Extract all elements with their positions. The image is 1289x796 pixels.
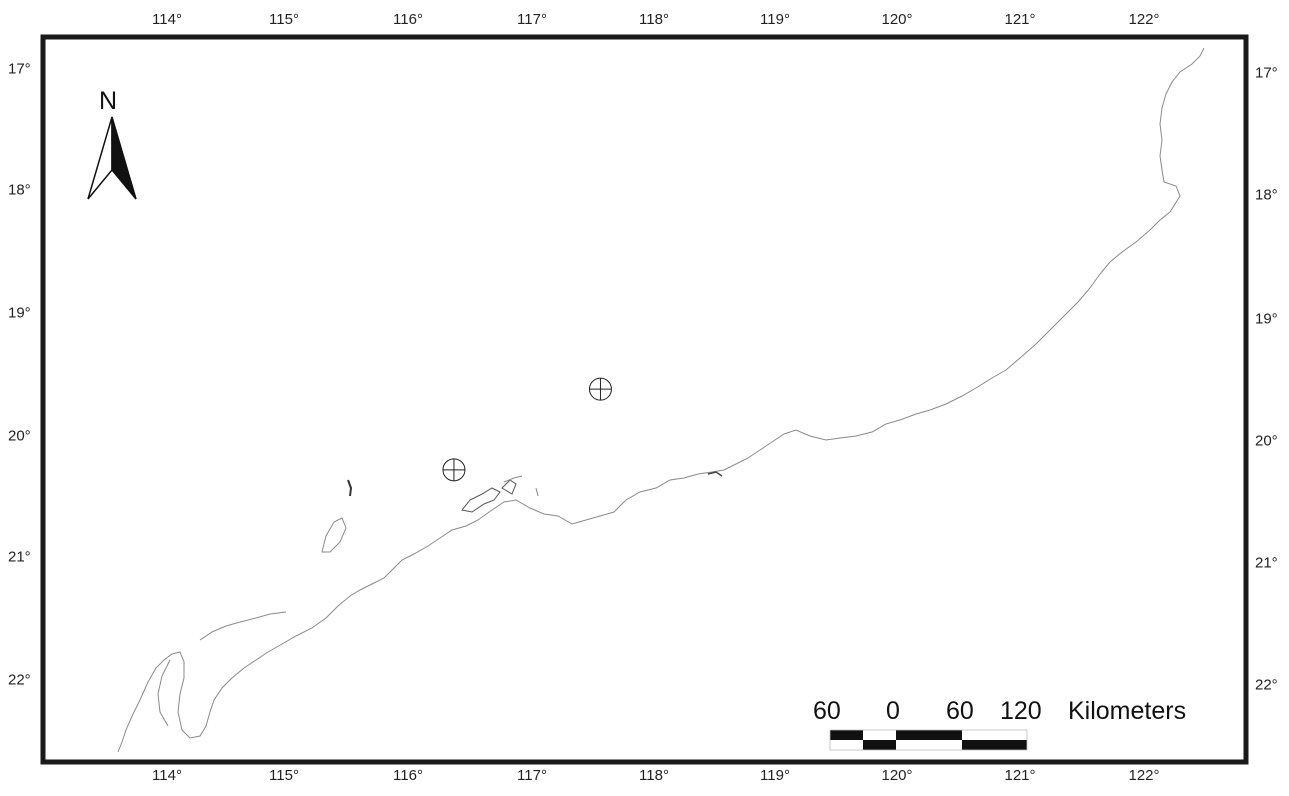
lat-tick-left: 20° [8,427,31,445]
scale-bar-unit: Kilometers [1068,697,1187,725]
lon-tick-top: 120° [881,11,913,28]
island [461,487,501,513]
lat-tick-left: 19° [8,304,31,322]
scale-bar-label: 60 [946,697,974,725]
lon-tick-bottom: 117° [517,767,547,784]
lon-tick-top: 119° [760,11,790,28]
scale-bar [829,729,1028,751]
scale-bar-label: 120 [1000,697,1042,725]
north-arrow-label: N [99,87,118,115]
island [503,475,523,483]
lon-tick-bottom: 119° [760,767,790,784]
island [707,471,723,477]
lon-tick-bottom: 116° [393,767,423,784]
map-frame [40,34,1249,765]
lat-tick-left: 18° [8,181,31,199]
lon-tick-bottom: 118° [639,767,669,784]
lat-tick-left: 21° [8,548,31,566]
lon-tick-top: 121° [1004,11,1036,28]
lon-tick-top: 118° [639,11,669,28]
lat-tick-right: 18° [1255,186,1278,204]
lon-tick-bottom: 121° [1004,767,1036,784]
scale-bar-label: 0 [886,697,900,725]
lon-tick-top: 122° [1128,11,1160,28]
lat-tick-right: 19° [1255,310,1278,328]
lon-tick-bottom: 115° [269,767,299,784]
coastline [117,47,1205,753]
site-marker-icon [588,377,612,401]
island [535,487,539,497]
island [501,479,517,495]
lon-tick-top: 115° [269,11,299,28]
coastline-inner-bay [157,659,171,727]
lon-tick-top: 116° [393,11,423,28]
lat-tick-left: 22° [8,671,31,689]
lon-tick-bottom: 120° [881,767,913,784]
coastline-main [117,47,1205,753]
lat-tick-left: 17° [8,60,31,78]
lat-tick-right: 17° [1255,64,1278,82]
lon-tick-bottom: 122° [1128,767,1160,784]
scale-bar-label: 60 [813,697,841,725]
north-arrow-icon [87,116,137,200]
island [347,479,353,497]
lat-tick-right: 22° [1255,676,1278,694]
coastline-north-segment [199,611,287,641]
lon-tick-bottom: 114° [152,767,182,784]
lat-tick-right: 21° [1255,554,1278,572]
island [321,517,347,553]
site-markers [442,377,612,482]
lat-tick-right: 20° [1255,432,1278,450]
site-marker-icon [442,458,466,482]
lon-tick-top: 114° [152,11,182,28]
lon-tick-top: 117° [517,11,547,28]
